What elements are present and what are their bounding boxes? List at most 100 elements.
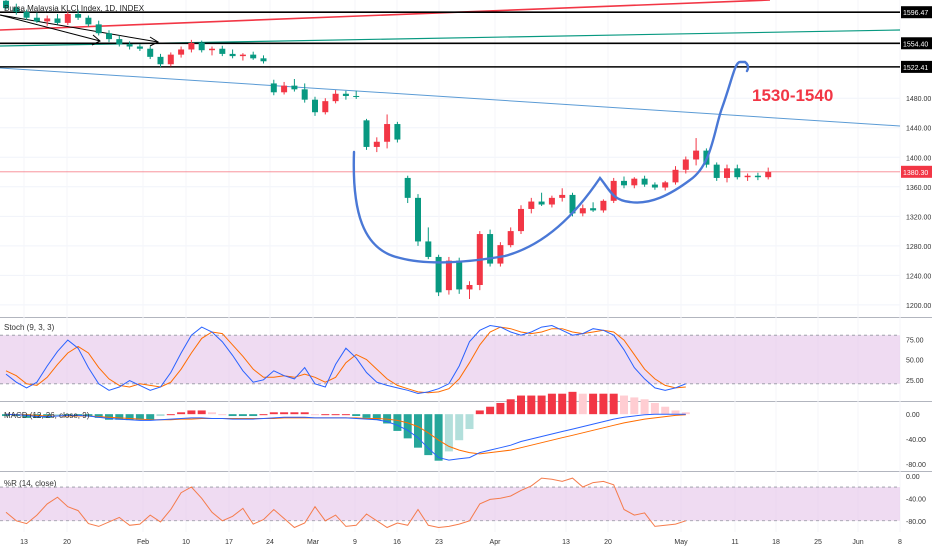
candle-body: [621, 180, 627, 186]
macd-histogram-bar: [166, 414, 175, 416]
macd-histogram-bar: [228, 414, 237, 417]
price-tick-label: 1280.00: [906, 244, 931, 251]
macd-histogram-bar: [486, 406, 495, 415]
candle-body: [579, 208, 586, 214]
macd-histogram-bar: [393, 414, 402, 431]
candle-body: [219, 48, 226, 54]
candle-body: [548, 197, 555, 205]
macd-histogram-bar: [455, 414, 464, 441]
macd-histogram-bar: [238, 414, 247, 417]
candle-body: [85, 17, 92, 25]
macd-line: [5, 413, 686, 461]
macd-histogram-bar: [290, 412, 299, 415]
macd-histogram-bar: [187, 410, 196, 415]
stoch-label: Stoch (9, 3, 3): [4, 323, 55, 332]
price-tick-label: 1480.00: [906, 96, 931, 103]
candle-body: [435, 256, 442, 293]
candle-body: [342, 93, 349, 96]
level-label: 1554.40: [903, 41, 928, 48]
macd-histogram-bar: [352, 414, 361, 417]
wr-line: [5, 477, 686, 529]
candle-body: [384, 124, 391, 142]
time-tick-label: 11: [731, 539, 738, 546]
candle-body: [682, 159, 689, 170]
candle-body: [445, 260, 452, 291]
candle-body: [425, 241, 432, 257]
time-tick-label: Apr: [490, 539, 502, 546]
candle-body: [394, 124, 401, 140]
candle-body: [765, 172, 772, 178]
wr-band: [0, 487, 900, 521]
wr-tick-label: -40.00: [906, 496, 926, 503]
candle-body: [136, 46, 143, 49]
candle-body: [610, 180, 617, 201]
stoch-band: [0, 335, 900, 384]
candle-body: [332, 93, 339, 102]
time-tick-label: Jun: [852, 539, 863, 546]
time-tick-label: May: [674, 539, 688, 546]
candle-body: [95, 24, 102, 34]
macd-histogram-bar: [197, 410, 206, 415]
candle-body: [404, 177, 411, 198]
time-tick-label: 23: [435, 539, 443, 546]
macd-histogram-bar: [661, 406, 670, 415]
macd-histogram-bar: [496, 403, 505, 415]
macd-histogram-bar: [249, 414, 258, 417]
macd-histogram-bar: [53, 414, 62, 417]
macd-histogram-bar: [218, 414, 227, 416]
candle-body: [198, 42, 205, 51]
macd-histogram-bar: [259, 414, 268, 416]
macd-histogram-bar: [362, 414, 371, 418]
time-tick-label: Mar: [307, 539, 320, 546]
macd-histogram-bar: [650, 403, 659, 415]
candle-body: [116, 39, 123, 45]
candle-body: [312, 99, 318, 113]
macd-histogram-bar: [372, 414, 381, 420]
macd-histogram-bar: [465, 414, 474, 430]
macd-signal-line: [5, 413, 686, 455]
candle-body: [466, 284, 473, 290]
hand-drawings: [352, 60, 750, 264]
candle-body: [641, 178, 648, 185]
candle-body: [672, 169, 679, 183]
candle-body: [64, 14, 71, 23]
candle-body: [239, 54, 246, 57]
candle-body: [291, 85, 298, 90]
macd-histogram-bar: [527, 395, 536, 415]
macd-histogram-bar: [146, 414, 155, 420]
candle-body: [744, 175, 751, 178]
time-tick-label: 16: [393, 539, 401, 546]
macd-histogram-bar: [517, 395, 525, 415]
macd-histogram-bar: [135, 414, 144, 420]
time-tick-label: 20: [63, 539, 71, 546]
macd-histogram-bar: [115, 414, 124, 420]
macd-histogram-bar: [568, 391, 577, 415]
macd-histogram-bar: [94, 414, 103, 418]
candle-body: [75, 14, 82, 18]
candle-body: [229, 53, 236, 57]
candle-body: [157, 56, 164, 65]
stoch-tick-label: 25.00: [906, 378, 924, 385]
pane-backgrounds: [0, 334, 900, 522]
candle-body: [322, 101, 329, 113]
candle-body: [487, 234, 494, 264]
time-tick-label: 17: [225, 539, 233, 546]
candle-body: [651, 184, 658, 188]
candle-body: [270, 83, 277, 93]
macd-tick-label: -80.00: [906, 462, 926, 469]
macd-histogram-bar: [414, 414, 422, 448]
price-tick-label: 1240.00: [906, 273, 931, 280]
level-label: 1522.41: [903, 65, 928, 72]
price-tick-label: 1360.00: [906, 185, 931, 192]
candle-body: [734, 168, 741, 178]
candle-body: [301, 89, 308, 100]
candle-body: [528, 201, 535, 209]
candle-body: [147, 48, 154, 57]
macd-histogram-bar: [609, 393, 618, 415]
macd-histogram-bar: [506, 399, 515, 415]
candle-body: [559, 194, 566, 198]
macd-label: MACD (12, 26, close, 9): [4, 411, 90, 420]
macd-tick-label: -40.00: [906, 437, 926, 444]
candle-body: [724, 168, 730, 178]
